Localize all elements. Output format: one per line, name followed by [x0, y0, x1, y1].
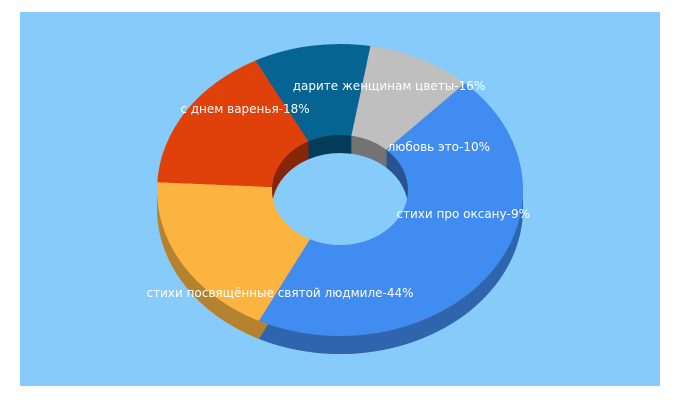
slice-2[interactable] — [157, 60, 309, 188]
slice-inner-wall-2 — [272, 141, 309, 206]
slice-label-2: дарите женщинам цветы-16% — [293, 79, 486, 93]
slice-3[interactable] — [255, 44, 371, 142]
slice-label-1: с днем варенья-18% — [180, 102, 309, 116]
chart-area: стихи посвящённые святой людмиле-44% с дн… — [20, 12, 660, 386]
donut-hole — [272, 153, 408, 263]
slice-inner-wall-3 — [308, 135, 352, 160]
slice-inner-wall-0 — [386, 149, 408, 208]
slice-4[interactable] — [351, 46, 465, 150]
slice-1[interactable] — [156, 182, 310, 321]
slice-label-4: стихи про оксану-9% — [396, 207, 530, 221]
slice-outer-wall-1 — [157, 190, 259, 339]
slice-label-0: стихи посвящённые святой людмиле-44% — [146, 286, 413, 300]
donut-chart: стихи посвящённые святой людмиле-44% с дн… — [146, 44, 530, 354]
slice-0[interactable] — [258, 83, 523, 337]
slice-inner-wall-4 — [351, 135, 387, 168]
slice-label-3: любовь это-10% — [388, 140, 490, 154]
slice-outer-wall-0 — [258, 190, 523, 354]
